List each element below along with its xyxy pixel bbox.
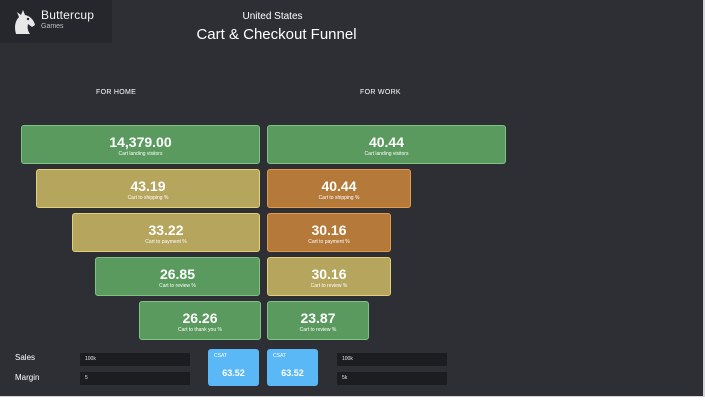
bar-label: Cart to shipping % <box>268 195 410 201</box>
bar-label: Cart to review % <box>268 327 368 333</box>
bar-label: Cart to thank you % <box>140 327 260 333</box>
bar-value: 30.16 <box>268 223 390 237</box>
bar-value: 40.44 <box>268 179 410 193</box>
home-funnel-bar-2[interactable]: 43.19 Cart to shipping % <box>36 169 260 208</box>
work-sales-input[interactable]: 100k <box>337 353 447 366</box>
csat-label: CSAT <box>273 353 286 359</box>
bar-value: 43.19 <box>37 179 259 193</box>
bar-label: Cart to review % <box>268 283 390 289</box>
margin-label: Margin <box>15 373 39 382</box>
bar-value: 26.85 <box>96 267 259 281</box>
csat-value: 63.52 <box>267 368 318 378</box>
bar-label: Cart to shipping % <box>37 195 259 201</box>
work-funnel-bar-4[interactable]: 30.16 Cart to review % <box>267 257 391 296</box>
home-funnel-bar-4[interactable]: 26.85 Cart to review % <box>95 257 260 296</box>
country-label: United States <box>0 11 545 22</box>
bar-value: 14,379.00 <box>22 135 259 149</box>
work-funnel-bar-3[interactable]: 30.16 Cart to payment % <box>267 213 391 252</box>
home-funnel-bar-1[interactable]: 14,379.00 Cart landing visitors <box>21 125 260 164</box>
work-funnel-bar-5[interactable]: 23.87 Cart to review % <box>267 301 369 340</box>
csat-card-home: CSAT 63.52 <box>208 349 259 386</box>
csat-card-work: CSAT 63.52 <box>267 349 318 386</box>
bar-label: Cart landing visitors <box>22 151 259 157</box>
home-margin-input[interactable]: 5 <box>80 372 190 385</box>
home-funnel-bar-3[interactable]: 33.22 Cart to payment % <box>72 213 260 252</box>
home-sales-input[interactable]: 100k <box>80 353 190 366</box>
bar-value: 30.16 <box>268 267 390 281</box>
bar-label: Cart to payment % <box>268 239 390 245</box>
home-funnel-bar-5[interactable]: 26.26 Cart to thank you % <box>139 301 261 340</box>
work-funnel-bar-1[interactable]: 40.44 Cart landing visitors <box>267 125 506 164</box>
bar-value: 33.22 <box>73 223 259 237</box>
work-funnel-bar-2[interactable]: 40.44 Cart to shipping % <box>267 169 411 208</box>
bar-value: 26.26 <box>140 311 260 325</box>
csat-value: 63.52 <box>208 368 259 378</box>
bar-label: Cart to review % <box>96 283 259 289</box>
column-label-home: FOR HOME <box>96 89 136 96</box>
bar-value: 23.87 <box>268 311 368 325</box>
csat-label: CSAT <box>214 353 227 359</box>
sales-label: Sales <box>15 353 35 362</box>
column-label-work: FOR WORK <box>360 89 401 96</box>
bar-label: Cart to payment % <box>73 239 259 245</box>
bar-value: 40.44 <box>268 135 505 149</box>
page-title: Cart & Checkout Funnel <box>0 26 553 43</box>
bar-label: Cart landing visitors <box>268 151 505 157</box>
work-margin-input[interactable]: 5k <box>337 372 447 385</box>
